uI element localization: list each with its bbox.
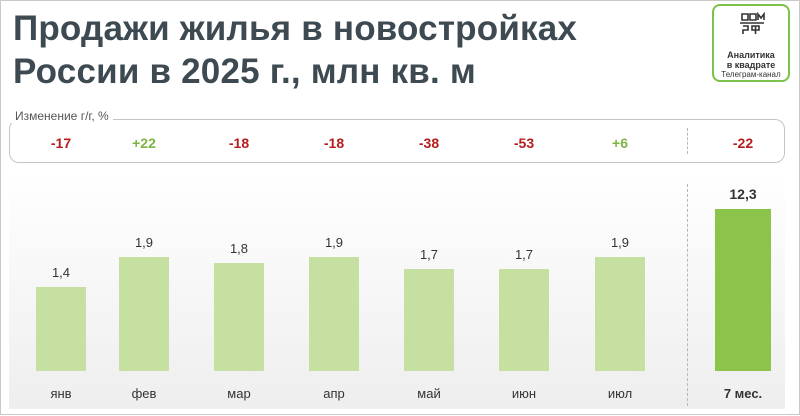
logo-text-square: в квадрате (726, 60, 776, 70)
value-label: 1,7 (420, 247, 438, 262)
yoy-change-label: Изменение г/г, % (11, 109, 113, 123)
total-divider (687, 184, 688, 406)
category-label: 7 мес. (724, 386, 762, 401)
yoy-change-value: -18 (324, 135, 344, 151)
total-divider-top (687, 128, 688, 154)
category-label: июл (608, 386, 632, 401)
bar (595, 257, 645, 371)
domrf-analytics-logo[interactable]: Аналитика в квадрате Телеграм-канал (712, 4, 790, 82)
title-line-1: Продажи жилья в новостройках (13, 9, 578, 48)
yoy-change-value: +6 (612, 135, 628, 151)
bar (36, 287, 86, 371)
value-label: 1,4 (52, 265, 70, 280)
yoy-change-value: +22 (132, 135, 156, 151)
logo-text-analytics: Аналитика (727, 50, 775, 60)
yoy-change-value: -17 (51, 135, 71, 151)
logo-text-telegram: Телеграм-канал (721, 70, 781, 79)
value-label: 1,8 (230, 241, 248, 256)
bar (214, 263, 264, 371)
bar (119, 257, 169, 371)
domrf-logo-icon (740, 12, 765, 34)
value-label: 1,7 (515, 247, 533, 262)
category-label: июн (512, 386, 536, 401)
yoy-change-value: -18 (229, 135, 249, 151)
category-label: янв (50, 386, 71, 401)
bar (404, 269, 454, 371)
category-label: апр (323, 386, 345, 401)
bar (309, 257, 359, 371)
category-label: фев (132, 386, 157, 401)
bar-total (715, 209, 771, 371)
chart-title: Продажи жилья в новостройках России в 20… (13, 7, 613, 93)
title-line-2: России в 2025 г., млн кв. м (13, 52, 476, 91)
yoy-change-value: -22 (733, 135, 753, 151)
category-label: май (417, 386, 440, 401)
bar (499, 269, 549, 371)
value-label: 12,3 (729, 186, 756, 202)
yoy-change-value: -38 (419, 135, 439, 151)
category-label: мар (227, 386, 250, 401)
value-label: 1,9 (611, 235, 629, 250)
value-label: 1,9 (325, 235, 343, 250)
yoy-change-panel (9, 119, 785, 163)
value-label: 1,9 (135, 235, 153, 250)
yoy-change-value: -53 (514, 135, 534, 151)
